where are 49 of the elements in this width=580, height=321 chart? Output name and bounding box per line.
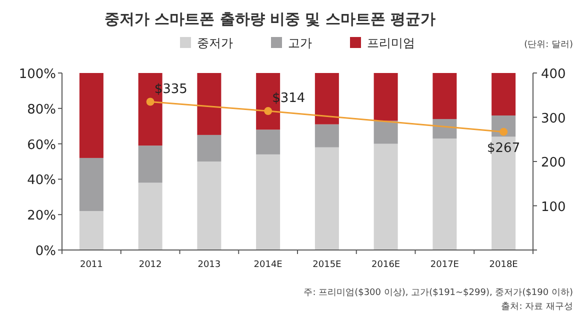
- bar: [138, 182, 162, 250]
- bar: [314, 147, 339, 250]
- y2-tick-label: 300: [541, 111, 566, 126]
- y-tick-label: 100%: [18, 67, 56, 82]
- text: (단위: 달러): [524, 40, 573, 50]
- x-tick-label: 2012: [138, 260, 162, 270]
- bar: [197, 73, 222, 135]
- x-tick-label: 2018E: [489, 260, 518, 270]
- bar: [374, 73, 398, 121]
- y2-tick-label: 400: [541, 67, 566, 82]
- text: 주: 프리미엄($300 이상), 고가($191~$299), 중저가($190 이하): [304, 288, 573, 298]
- point: [146, 98, 154, 106]
- legend-label: 프리미엄: [367, 36, 415, 50]
- bar: [314, 73, 339, 124]
- bar: [432, 73, 457, 120]
- bar: [138, 146, 162, 183]
- bar: [197, 134, 222, 162]
- bar: [492, 73, 516, 116]
- chart-title: 중저가 스마트폰 출하량 비중 및 스마트폰 평균가: [104, 10, 436, 28]
- x-tick-label: 2015E: [312, 260, 342, 270]
- point: [264, 107, 272, 116]
- bar: [374, 144, 398, 250]
- y2-tick-label: 100: [541, 200, 566, 215]
- y-tick-label: 40%: [27, 173, 56, 188]
- point: [500, 128, 508, 136]
- y-tick-label: 0%: [35, 244, 56, 259]
- x-tick-label: 2014E: [254, 260, 283, 270]
- source-note: 출처: 자료 재구성: [501, 302, 573, 312]
- bar: [432, 119, 457, 138]
- y-tick-label: 60%: [27, 138, 56, 153]
- bar: [197, 162, 222, 250]
- bar: [79, 211, 104, 250]
- x-tick-label: 2017E: [430, 260, 460, 270]
- bar: [314, 124, 339, 148]
- x-tick-label: 2013: [198, 260, 221, 270]
- x-tick-label: 2011: [80, 260, 103, 270]
- x-tick-label: 2016E: [372, 260, 400, 270]
- bar: [79, 158, 104, 212]
- legend-label: 고가: [288, 36, 312, 50]
- data-label: $267: [487, 140, 520, 156]
- bar: [432, 138, 457, 250]
- bar: [256, 130, 280, 154]
- y-tick-label: 20%: [27, 208, 56, 224]
- legend-label: 중저가: [197, 36, 233, 50]
- bar: [256, 154, 280, 250]
- y2-tick-label: 200: [541, 156, 566, 170]
- y-tick-label: 80%: [27, 102, 56, 118]
- bar: [79, 73, 104, 158]
- bar: [374, 120, 398, 144]
